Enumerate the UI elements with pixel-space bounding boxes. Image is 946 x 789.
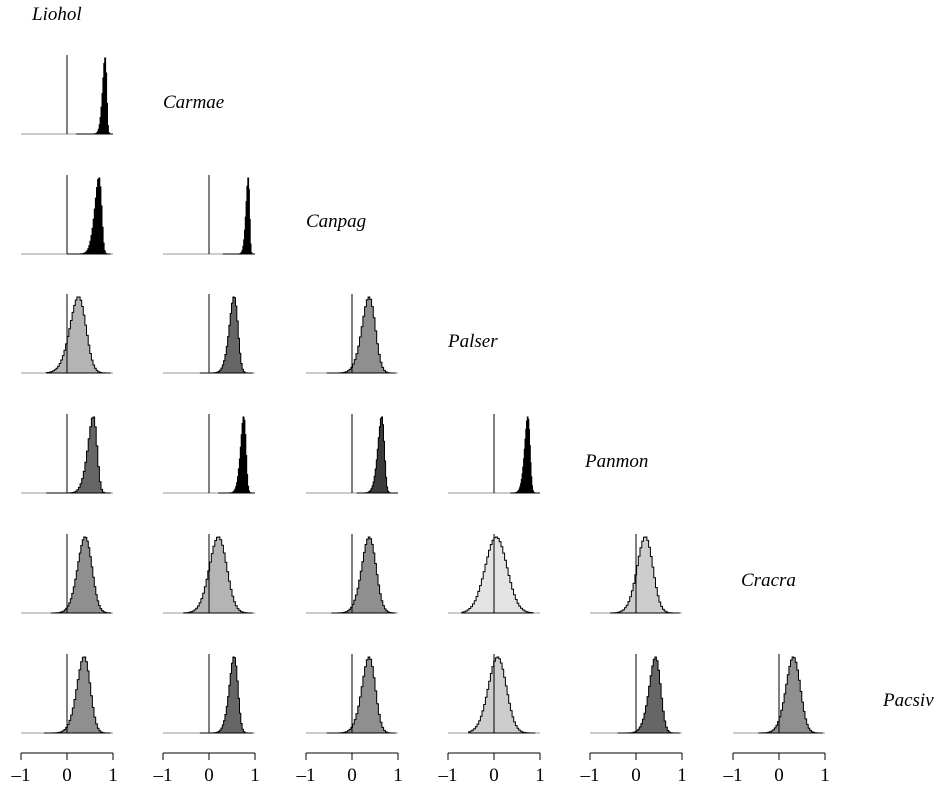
species-label-carmae: Carmae (163, 92, 224, 113)
x-tick-label: –1 (580, 765, 600, 786)
histogram-canpag-carmae (163, 175, 255, 255)
histogram-bars (44, 656, 111, 734)
histogram-bars (326, 656, 396, 734)
histogram-cracra-palser (448, 534, 540, 614)
histogram-bars (183, 536, 253, 614)
x-tick-label: –1 (296, 765, 316, 786)
histogram-bars (199, 656, 253, 734)
histogram-bars (76, 57, 113, 135)
x-tick-label: 1 (820, 765, 830, 786)
histogram-panmon-palser (448, 414, 540, 494)
x-axis-column-4: –1 0 1 (438, 752, 545, 786)
x-tick-label: 0 (774, 765, 784, 786)
histogram-cracra-carmae (163, 534, 255, 614)
species-label-liohol: Liohol (31, 4, 82, 25)
x-axis-column-6: –1 0 1 (723, 752, 830, 786)
histogram-canpag-liohol (21, 175, 113, 255)
histogram-bars (610, 536, 680, 614)
histogram-palser-liohol (21, 294, 113, 374)
histogram-bars (617, 656, 680, 734)
species-label-canpag: Canpag (306, 211, 366, 232)
x-tick-label: –1 (438, 765, 458, 786)
histogram-cracra-panmon (590, 534, 682, 614)
histogram-bars (50, 536, 112, 614)
histogram-pacsiv-cracra (733, 654, 825, 734)
bottom-axes: –1 0 1 –1 0 1 –1 0 1 –1 0 1 –1 0 1 –1 0 1 (11, 752, 830, 786)
histogram-cracra-liohol (21, 534, 113, 614)
species-labels: Liohol Carmae Canpag Palser Panmon Cracra Pacs… (31, 4, 934, 711)
histogram-panmon-canpag (306, 414, 398, 494)
species-label-cracra: Cracra (741, 570, 796, 591)
x-tick-label: –1 (723, 765, 743, 786)
x-tick-label: –1 (11, 765, 31, 786)
x-axis-column-2: –1 0 1 (153, 752, 260, 786)
histogram-bars (45, 296, 111, 374)
x-axis-column-3: –1 0 1 (296, 752, 403, 786)
histogram-bars (758, 656, 823, 734)
histogram-panmon-liohol (21, 414, 113, 494)
histogram-pacsiv-liohol (21, 654, 113, 734)
x-tick-label: 0 (62, 765, 72, 786)
histogram-carmae-liohol (21, 55, 113, 135)
x-tick-label: 1 (677, 765, 687, 786)
x-tick-label: 0 (631, 765, 641, 786)
x-tick-label: –1 (153, 765, 173, 786)
x-tick-label: 0 (347, 765, 357, 786)
x-tick-label: 0 (489, 765, 499, 786)
histogram-bars (461, 536, 534, 614)
x-axis-column-1: –1 0 1 (11, 752, 118, 786)
histogram-bars (356, 416, 398, 494)
x-tick-label: 1 (108, 765, 118, 786)
histogram-cracra-canpag (306, 534, 398, 614)
histogram-bars (67, 177, 111, 255)
histogram-pacsiv-panmon (590, 654, 682, 734)
x-tick-label: 1 (393, 765, 403, 786)
x-tick-label: 1 (250, 765, 260, 786)
x-tick-label: 1 (535, 765, 545, 786)
histogram-bars (331, 536, 396, 614)
histogram-panmon-carmae (163, 414, 255, 494)
histogram-palser-carmae (163, 294, 255, 374)
histogram-bars (222, 177, 255, 255)
histogram-bars (199, 296, 253, 374)
histogram-bars (46, 416, 111, 494)
species-label-panmon: Panmon (584, 451, 648, 472)
histogram-panels (21, 55, 825, 734)
histogram-bars (510, 416, 540, 494)
histogram-bars (218, 416, 255, 494)
x-tick-label: 0 (204, 765, 214, 786)
x-axis-column-5: –1 0 1 (580, 752, 687, 786)
species-label-palser: Palser (447, 331, 498, 352)
histogram-bars (326, 296, 396, 374)
histogram-pacsiv-palser (448, 654, 540, 734)
histogram-pacsiv-canpag (306, 654, 398, 734)
histogram-pacsiv-carmae (163, 654, 255, 734)
histogram-bars (468, 656, 536, 734)
histogram-palser-canpag (306, 294, 398, 374)
species-label-pacsiv: Pacsiv (882, 690, 934, 711)
